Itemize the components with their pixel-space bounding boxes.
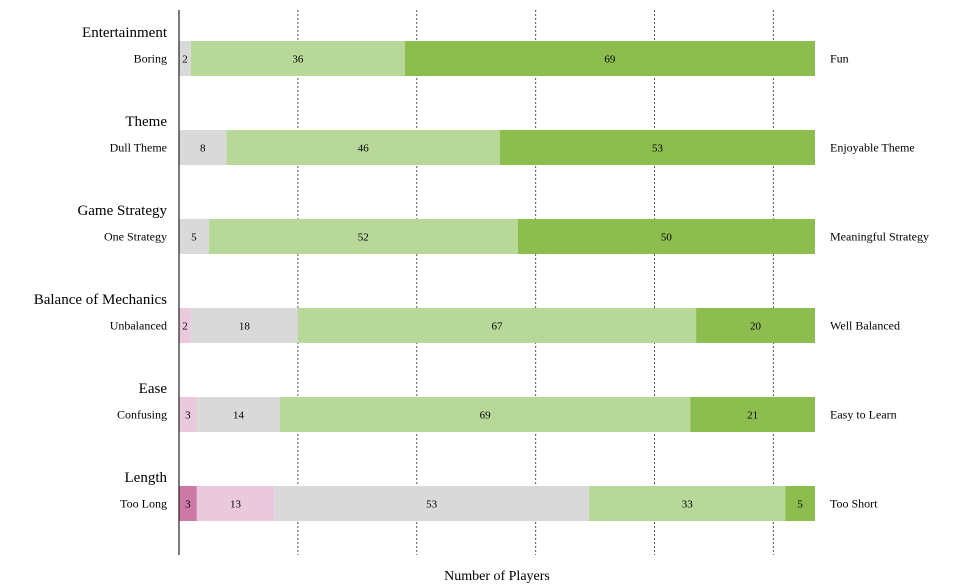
category-title: Ease	[139, 381, 168, 397]
bar-segment	[696, 308, 815, 343]
data-label: 3	[185, 499, 191, 511]
bar-segment	[517, 219, 815, 254]
x-axis-title: Number of Players	[444, 569, 550, 584]
category-title: Balance of Mechanics	[34, 292, 167, 308]
right-pole-label: Too Short	[830, 497, 878, 511]
data-label: 52	[358, 232, 369, 244]
data-label: 2	[182, 54, 188, 66]
bar-segment	[196, 397, 281, 432]
data-label: 5	[191, 232, 197, 244]
bar-segment	[179, 486, 197, 521]
bar-segment	[589, 486, 786, 521]
data-label: 67	[492, 321, 504, 333]
right-pole-label: Fun	[830, 52, 849, 66]
bar-segment	[208, 219, 518, 254]
data-label: 46	[358, 143, 370, 155]
data-label: 13	[230, 499, 242, 511]
data-label: 53	[652, 143, 664, 155]
data-label: 50	[661, 232, 673, 244]
data-label: 5	[797, 499, 803, 511]
bars	[179, 41, 815, 521]
data-label: 2	[182, 321, 188, 333]
right-pole-label: Meaningful Strategy	[830, 230, 929, 244]
right-pole-label: Easy to Learn	[830, 408, 897, 422]
bar-segment	[179, 41, 191, 76]
bar-segment	[179, 219, 209, 254]
left-pole-label: Boring	[134, 52, 167, 66]
bar-segment	[404, 41, 815, 76]
bar-segment	[226, 130, 500, 165]
data-label: 33	[682, 499, 694, 511]
category-title: Game Strategy	[77, 203, 167, 219]
data-label: 14	[233, 410, 245, 422]
data-label: 18	[239, 321, 251, 333]
bar-segment	[196, 486, 275, 521]
left-pole-label: One Strategy	[104, 230, 167, 244]
bar-segment	[690, 397, 815, 432]
right-pole-label: Well Balanced	[830, 319, 900, 333]
data-label: 69	[480, 410, 492, 422]
data-label: 69	[604, 54, 616, 66]
data-label: 3	[185, 410, 191, 422]
bar-segment	[179, 308, 191, 343]
bar-segment	[280, 397, 691, 432]
bar-segment	[297, 308, 697, 343]
data-label: 53	[426, 499, 438, 511]
right-pole-label: Enjoyable Theme	[830, 141, 915, 155]
left-pole-label: Dull Theme	[110, 141, 167, 155]
bar-segment	[190, 41, 405, 76]
data-label: 8	[200, 143, 206, 155]
category-title: Theme	[125, 114, 167, 130]
left-pole-label: Unbalanced	[110, 319, 167, 333]
bar-segment	[179, 130, 227, 165]
data-label: 36	[292, 54, 304, 66]
category-title: Length	[125, 470, 168, 486]
bar-segment	[190, 308, 298, 343]
bar-segment	[179, 397, 197, 432]
left-pole-label: Too Long	[120, 497, 167, 511]
left-pole-label: Confusing	[117, 408, 167, 422]
bar-segment	[785, 486, 815, 521]
bar-segment	[274, 486, 590, 521]
gridlines	[297, 10, 774, 555]
data-label: 21	[747, 410, 758, 422]
bar-segment	[499, 130, 815, 165]
category-title: Entertainment	[82, 25, 168, 41]
labels: Entertainment Boring Fun 2 36 69 Theme Dull The…	[34, 25, 929, 511]
data-label: 20	[750, 321, 762, 333]
